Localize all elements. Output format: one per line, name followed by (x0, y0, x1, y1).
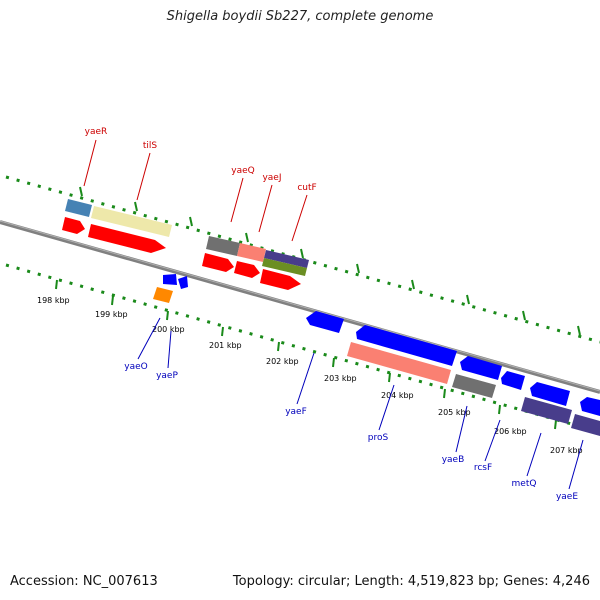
gene-label-cutF: cutF (297, 183, 316, 193)
feature-cutF (264, 250, 309, 268)
feature-proS-2 (347, 342, 451, 384)
forward-labels: yaeR tilS yaeQ yaeJ cutF (85, 127, 317, 193)
lower-tick-line (5, 263, 600, 434)
genome-backbone-highlight (0, 220, 600, 392)
reverse-leaders (137, 317, 584, 490)
forward-leaders (83, 139, 308, 242)
feature-tilS-arrow (88, 224, 166, 253)
scale-label: 207 kbp (550, 446, 583, 455)
feature-yaeQ (206, 236, 240, 256)
scale-label: 205 kbp (438, 408, 471, 417)
gene-label-yaeF: yaeF (285, 407, 307, 417)
gene-label-yaeR: yaeR (85, 127, 108, 137)
scale-label: 200 kbp (152, 325, 185, 334)
reverse-labels: yaeO yaeP yaeF proS yaeB rcsF metQ yaeE (124, 362, 578, 502)
scale-labels: 198 kbp 199 kbp 200 kbp 201 kbp 202 kbp … (37, 296, 583, 455)
feature-yaeP (178, 276, 188, 289)
gene-label-yaeJ: yaeJ (262, 173, 281, 183)
feature-yaeO (163, 274, 177, 285)
scale-label: 206 kbp (494, 427, 527, 436)
gene-label-yaeO: yaeO (124, 362, 147, 372)
feature-yaeF (306, 311, 344, 333)
feature-yaeO-2 (153, 287, 173, 303)
gene-label-yaeB: yaeB (442, 455, 465, 465)
lower-major-ticks (55, 279, 557, 430)
scale-label: 198 kbp (37, 296, 70, 305)
reverse-features (153, 274, 600, 436)
feature-yaeB-2 (452, 374, 496, 398)
feature-yaeR (65, 199, 92, 217)
gene-label-metQ: metQ (512, 479, 537, 489)
feature-metQ-2 (521, 397, 572, 424)
feature-yaeB (460, 356, 502, 380)
feature-rcsF (501, 371, 525, 390)
feature-cutF-2 (262, 258, 307, 276)
accession-text: Accession: NC_007613 (10, 574, 158, 589)
feature-yaeR-arrow (62, 217, 85, 234)
feature-tilS (91, 206, 172, 237)
gene-label-proS: proS (368, 433, 389, 443)
feature-yaeJ (237, 243, 266, 262)
feature-cutF-arrow (260, 269, 301, 290)
feature-proS (356, 325, 457, 366)
feature-yaeQ-arrow (202, 253, 234, 272)
feature-yaeE (580, 397, 600, 416)
scale-label: 203 kbp (324, 374, 357, 383)
forward-features (62, 199, 309, 290)
feature-metQ (530, 382, 570, 406)
scale-label: 202 kbp (266, 357, 299, 366)
genome-backbone (0, 220, 600, 394)
upper-major-ticks (79, 186, 581, 336)
scale-label: 199 kbp (95, 310, 128, 319)
gene-label-tilS: tilS (143, 141, 158, 151)
feature-yaeJ-arrow (234, 261, 260, 278)
scale-label: 201 kbp (209, 341, 242, 350)
topology-text: Topology: circular; Length: 4,519,823 bp… (232, 574, 590, 589)
feature-yaeE-2 (571, 414, 600, 436)
map-title: Shigella boydii Sb227, complete genome (166, 9, 434, 24)
gene-label-yaeE: yaeE (556, 492, 578, 502)
scale-label: 204 kbp (381, 391, 414, 400)
gene-label-yaeQ: yaeQ (231, 166, 254, 176)
gene-label-rcsF: rcsF (474, 463, 492, 473)
gene-label-yaeP: yaeP (156, 371, 178, 381)
